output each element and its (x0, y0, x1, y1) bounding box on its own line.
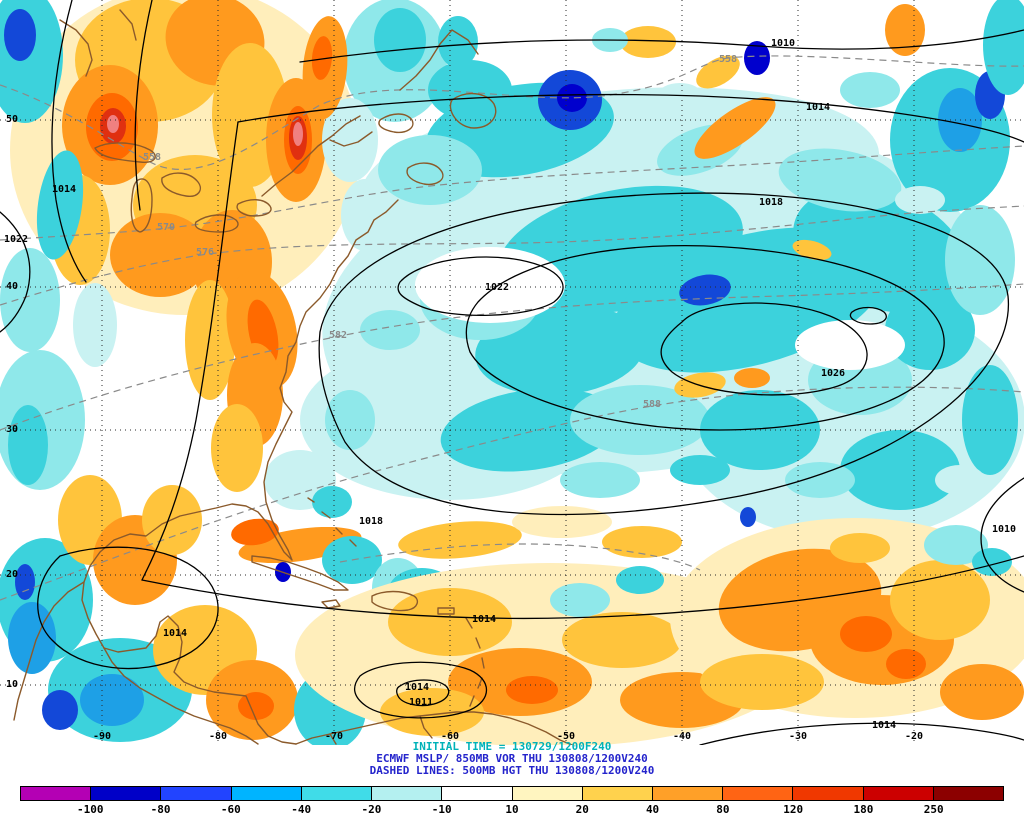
colorbar-segment (651, 787, 723, 800)
colorbar-segment (932, 787, 1004, 800)
colorbar-tick-label: 120 (783, 803, 804, 816)
caption-block: INITIAL TIME = 130729/1200F240 ECMWF MSL… (0, 741, 1024, 777)
colorbar-tick-label: -20 (361, 803, 382, 816)
caption-initial-time: INITIAL TIME = 130729/1200F240 (412, 740, 612, 753)
colorbar-tick-label: 20 (575, 803, 589, 816)
colorbar-segment (722, 787, 793, 800)
caption-dashed-lines-note: DASHED LINES: 500MB HGT THU 130808/1200V… (369, 764, 655, 777)
coastlines-layer (13, 9, 573, 745)
caption-product-line: ECMWF MSLP/ 850MB VOR THU 130808/1200V24… (376, 752, 648, 765)
colorbar-tick-label: 10 (505, 803, 519, 816)
colorbar-segment (511, 787, 582, 800)
graticule-layer (0, 0, 1024, 745)
colorbar-segment (581, 787, 652, 800)
colorbar-tick-label: 180 (853, 803, 874, 816)
colorbar-segment (90, 787, 161, 800)
colorbar-segment (21, 787, 91, 800)
colorbar-tick-label: 250 (923, 803, 944, 816)
colorbar-segment (230, 787, 301, 800)
map-area: 1010 1014 1018 1022 1026 1022 1014 1018 1014 1014… (0, 0, 1024, 745)
colorbar-tick-labels: -100 -80 -60 -40 -20 -10 10 20 40 80 120 180 250 (20, 803, 1004, 817)
colorbar-tick-label: -100 (77, 803, 104, 816)
colorbar-segment (862, 787, 933, 800)
colorbar-tick-label: -60 (220, 803, 241, 816)
vorticity-shading-layer (0, 0, 1024, 745)
pressure-contours-layer (0, 0, 1024, 745)
colorbar-segment (371, 787, 442, 800)
vorticity-colorbar (20, 786, 1004, 801)
colorbar-segment (160, 787, 231, 800)
colorbar-tick-label: -80 (150, 803, 171, 816)
colorbar-tick-label: 40 (645, 803, 660, 816)
colorbar-segment (792, 787, 863, 800)
colorbar-segment (300, 787, 372, 800)
height-contours-layer (0, 55, 1024, 601)
colorbar-tick-label: 80 (716, 803, 730, 816)
map-svg (0, 0, 1024, 745)
colorbar-tick-label: -10 (431, 803, 452, 816)
colorbar-segment (441, 787, 512, 800)
colorbar-tick-label: -40 (291, 803, 312, 816)
